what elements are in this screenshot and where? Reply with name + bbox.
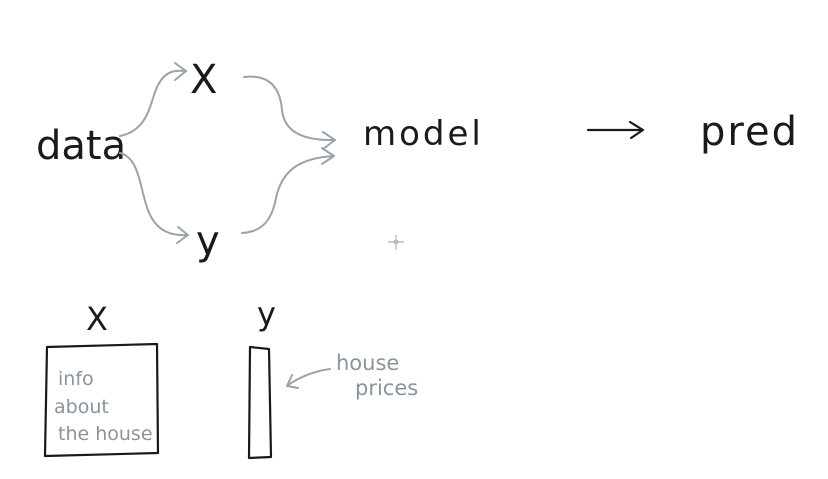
y-vector-note: house prices xyxy=(336,351,418,400)
arrow-data-to-x xyxy=(119,62,187,137)
y-node-label: y xyxy=(196,218,220,264)
y-note-line-1: house xyxy=(336,351,399,375)
x-note-line-2: about xyxy=(54,396,109,418)
model-label: model xyxy=(363,114,484,154)
x-note-line-1: info xyxy=(58,368,94,390)
arrow-y-to-model xyxy=(241,147,335,234)
y-note-arrow xyxy=(286,368,331,389)
arrow-model-to-pred xyxy=(586,120,645,140)
y-matrix-label: y xyxy=(257,295,276,333)
pred-label: pred xyxy=(700,109,799,155)
x-node-label: X xyxy=(190,57,217,103)
x-matrix-label: X xyxy=(86,300,108,338)
y-note-line-2: prices xyxy=(355,376,418,400)
x-note-line-3: the house xyxy=(58,423,153,445)
arrow-x-to-model xyxy=(243,75,336,150)
arrow-data-to-y xyxy=(119,152,189,244)
crosshair-cursor-icon xyxy=(388,235,404,250)
x-matrix-note: info about the house xyxy=(54,368,153,445)
data-label: data xyxy=(36,123,126,169)
x-matrix-box xyxy=(43,342,160,458)
y-vector-box xyxy=(247,345,273,460)
